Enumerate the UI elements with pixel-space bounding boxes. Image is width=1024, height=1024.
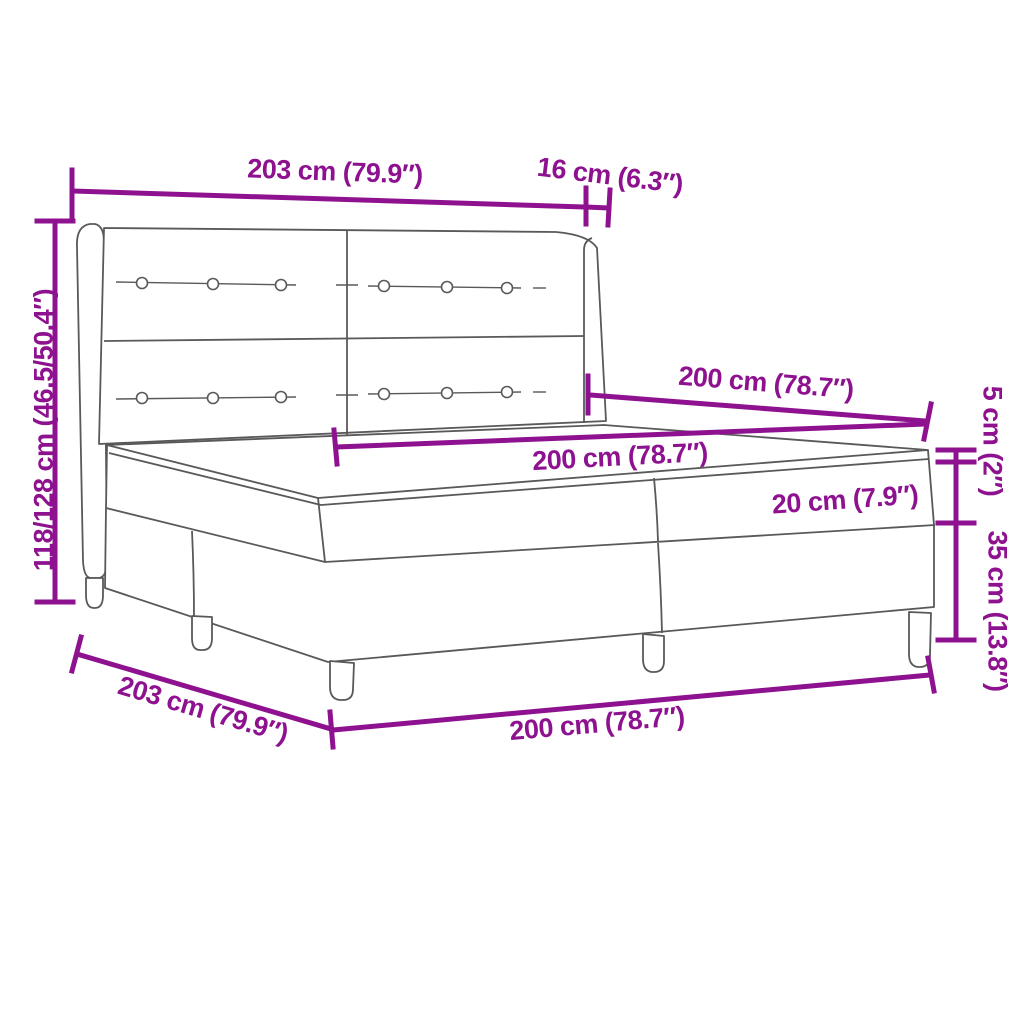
dim-label-box-height: 35 cm (13.8″) [982, 530, 1013, 692]
leg-left-middle [191, 615, 213, 651]
dim-label-headboard-width: 203 cm (79.9″) [246, 153, 424, 190]
headboard-middle-seam [103, 335, 585, 342]
leg-front-left [329, 660, 355, 701]
dimension-lines [34, 167, 977, 750]
bed-legs [191, 611, 932, 701]
leg-front-middle [642, 633, 665, 673]
headboard-left-leg [85, 577, 104, 609]
topper-seam [108, 452, 930, 506]
headboard [76, 223, 607, 609]
bed-body [104, 424, 936, 663]
box-front-seam [657, 542, 663, 634]
box-left-seam [191, 530, 195, 618]
mattress-split-seam [653, 477, 659, 542]
dim-label-total-height: 118/128 cm (46.5/50.4″) [28, 288, 59, 572]
headboard-buttons [135, 276, 514, 405]
box-top-edge [105, 507, 936, 563]
bed-body-outline [104, 424, 935, 663]
dim-label-topper-thickness: 5 cm (2″) [977, 385, 1008, 497]
